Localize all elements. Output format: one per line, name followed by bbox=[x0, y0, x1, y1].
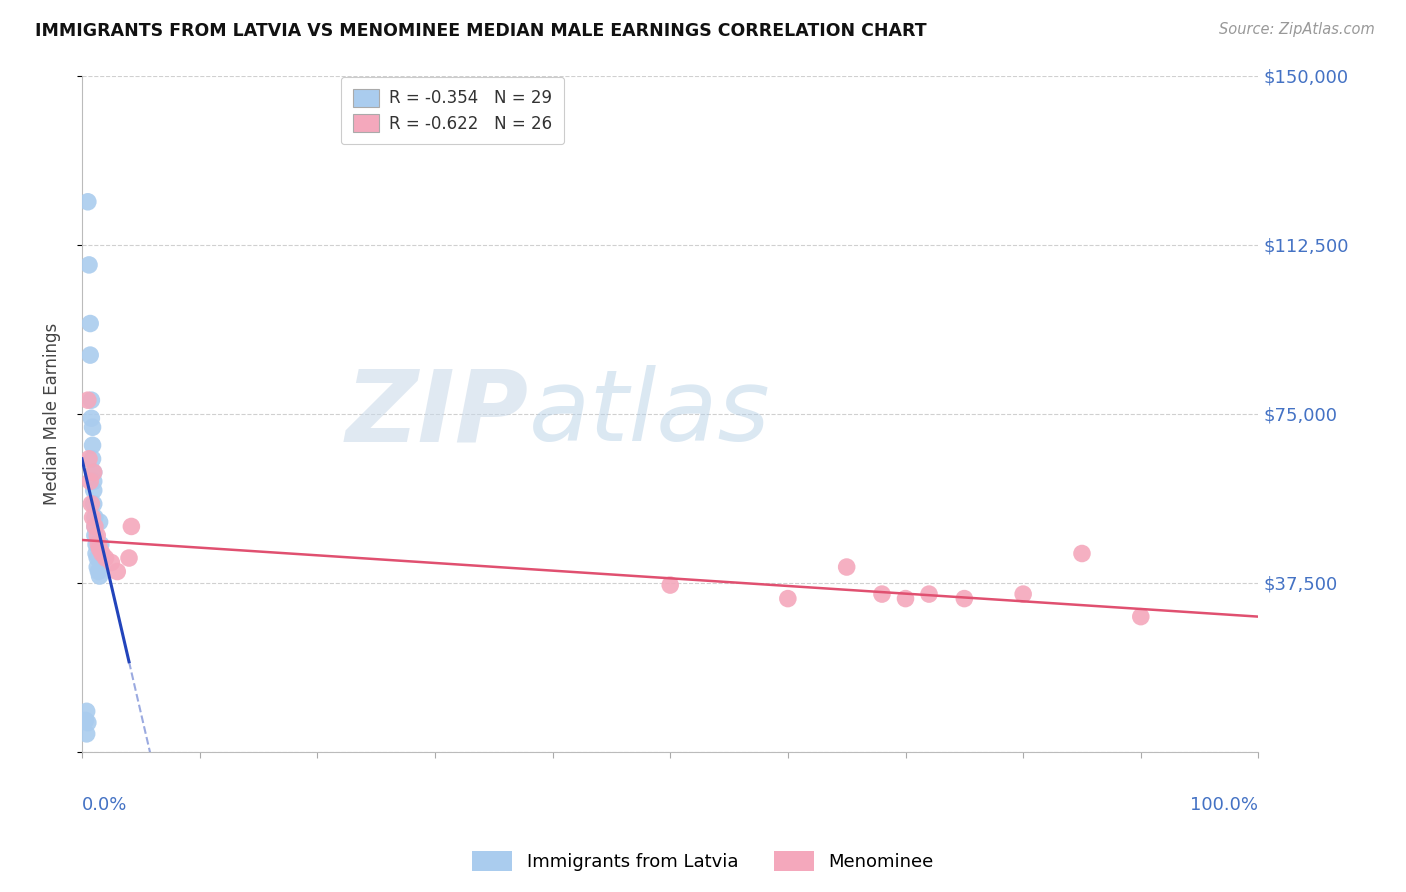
Point bbox=[82, 510, 104, 524]
Point bbox=[894, 591, 917, 606]
Point bbox=[83, 519, 105, 533]
Point bbox=[80, 497, 103, 511]
Point bbox=[776, 591, 799, 606]
Point bbox=[79, 348, 101, 362]
Text: atlas: atlas bbox=[529, 365, 770, 462]
Point bbox=[87, 537, 110, 551]
Point bbox=[86, 551, 108, 566]
Point bbox=[80, 393, 103, 408]
Point bbox=[83, 466, 105, 480]
Point bbox=[100, 556, 122, 570]
Point bbox=[83, 466, 105, 480]
Legend: R = -0.354   N = 29, R = -0.622   N = 26: R = -0.354 N = 29, R = -0.622 N = 26 bbox=[342, 77, 564, 145]
Point bbox=[1012, 587, 1035, 601]
Text: 0.0%: 0.0% bbox=[82, 796, 128, 814]
Point bbox=[83, 528, 105, 542]
Point bbox=[86, 528, 108, 542]
Point bbox=[87, 565, 110, 579]
Point bbox=[82, 451, 104, 466]
Point bbox=[91, 547, 114, 561]
Point bbox=[659, 578, 682, 592]
Point bbox=[91, 551, 114, 566]
Y-axis label: Median Male Earnings: Median Male Earnings bbox=[44, 323, 60, 505]
Point bbox=[89, 569, 111, 583]
Point bbox=[86, 560, 108, 574]
Point bbox=[1129, 609, 1152, 624]
Point bbox=[118, 551, 141, 566]
Point bbox=[82, 420, 104, 434]
Point bbox=[83, 483, 105, 498]
Legend: Immigrants from Latvia, Menominee: Immigrants from Latvia, Menominee bbox=[465, 844, 941, 879]
Point bbox=[105, 565, 128, 579]
Point bbox=[76, 727, 98, 741]
Text: ZIP: ZIP bbox=[346, 365, 529, 462]
Point bbox=[76, 715, 98, 730]
Text: Source: ZipAtlas.com: Source: ZipAtlas.com bbox=[1219, 22, 1375, 37]
Point bbox=[76, 704, 98, 718]
Point bbox=[76, 194, 98, 209]
Point bbox=[918, 587, 941, 601]
Point bbox=[80, 411, 103, 425]
Point bbox=[870, 587, 893, 601]
Point bbox=[953, 591, 976, 606]
Point bbox=[94, 551, 117, 566]
Point bbox=[76, 393, 98, 408]
Point bbox=[83, 497, 105, 511]
Point bbox=[90, 537, 112, 551]
Point bbox=[835, 560, 858, 574]
Point bbox=[89, 515, 111, 529]
Point bbox=[82, 438, 104, 452]
Point bbox=[1071, 547, 1094, 561]
Point bbox=[83, 510, 105, 524]
Point bbox=[79, 317, 101, 331]
Point bbox=[84, 547, 107, 561]
Point bbox=[77, 451, 100, 466]
Point bbox=[77, 258, 100, 272]
Point bbox=[89, 541, 111, 556]
Point bbox=[79, 475, 101, 489]
Point bbox=[84, 537, 107, 551]
Point bbox=[75, 714, 97, 728]
Point bbox=[120, 519, 142, 533]
Point bbox=[83, 475, 105, 489]
Text: IMMIGRANTS FROM LATVIA VS MENOMINEE MEDIAN MALE EARNINGS CORRELATION CHART: IMMIGRANTS FROM LATVIA VS MENOMINEE MEDI… bbox=[35, 22, 927, 40]
Text: 100.0%: 100.0% bbox=[1191, 796, 1258, 814]
Point bbox=[83, 519, 105, 533]
